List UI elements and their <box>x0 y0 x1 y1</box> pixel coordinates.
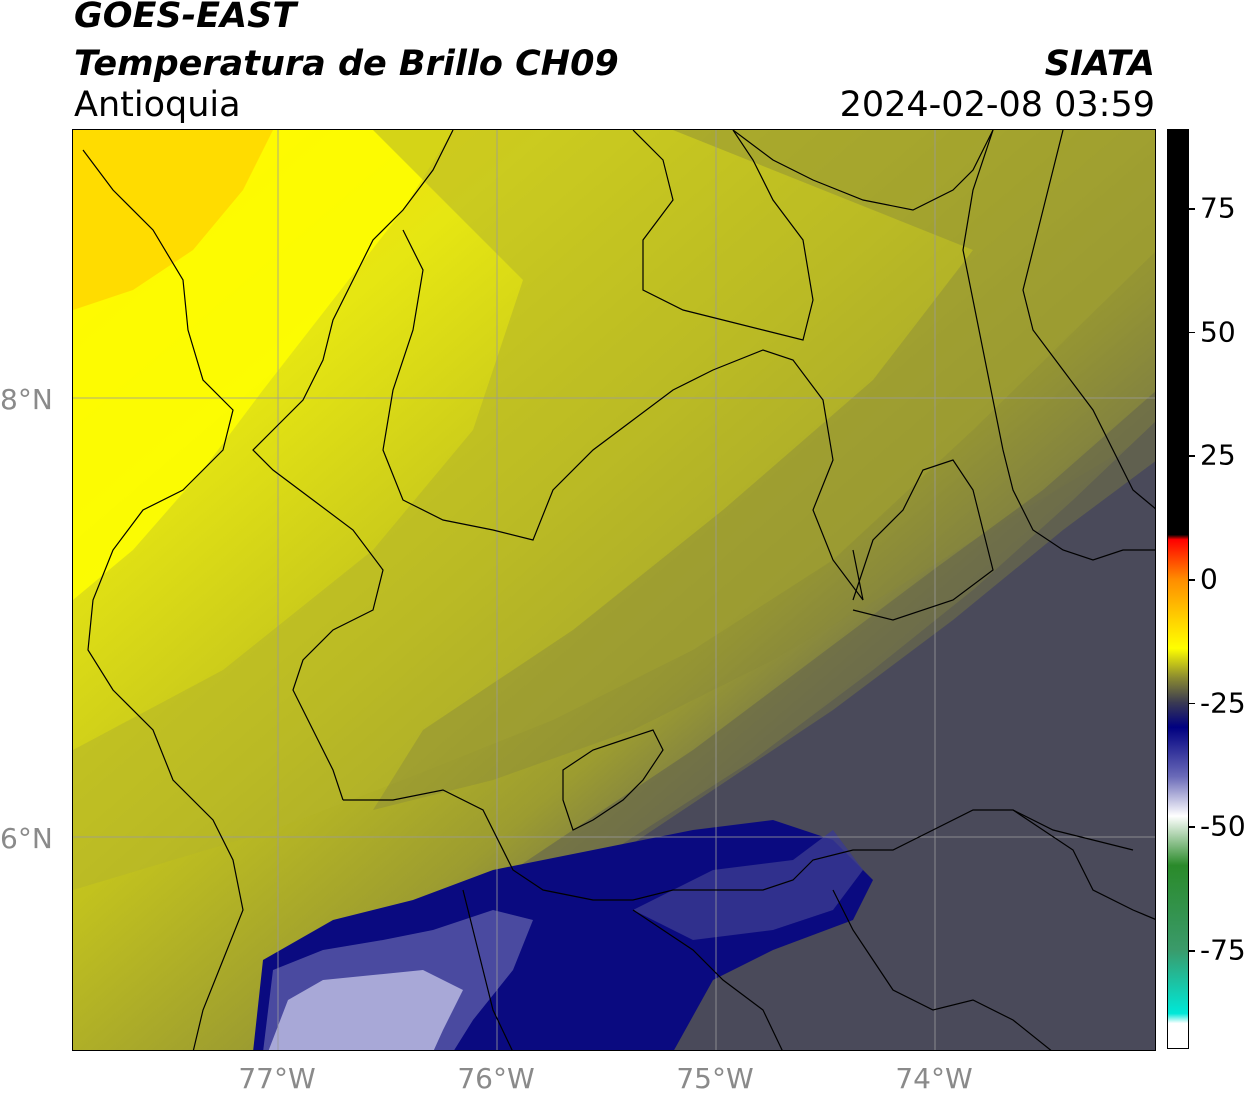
temperature-colorbar <box>1167 129 1189 1049</box>
boundary-south-3 <box>832 889 1052 1050</box>
lat-label-8: 8°N <box>0 383 53 416</box>
convective-peak <box>268 970 463 1050</box>
brightness-temperature-map <box>73 130 1155 1050</box>
municipal-boundaries <box>82 130 1155 1050</box>
boundary-south-2 <box>632 909 783 1050</box>
boundary-east-2 <box>1022 130 1155 510</box>
colorbar-tick <box>1189 702 1195 705</box>
lon-label-74: 74°W <box>895 1062 973 1095</box>
colorbar-tick-label: 75 <box>1200 191 1236 225</box>
boundary-south-1 <box>462 889 513 1050</box>
boundary-southeast <box>1012 809 1155 920</box>
colorbar-tick <box>1189 455 1195 457</box>
lon-label-76: 76°W <box>457 1062 535 1095</box>
olive-dark-band <box>373 130 1155 810</box>
datetime-label: 2024-02-08 03:59 <box>839 85 1155 125</box>
boundary-east-1 <box>962 130 1155 561</box>
satellite-title: GOES-EAST <box>74 0 297 36</box>
colorbar-tick-label: -75 <box>1200 933 1246 967</box>
colorbar-tick <box>1189 826 1195 828</box>
region-label: Antioquia <box>74 85 241 125</box>
boundary-northeast <box>632 130 814 341</box>
cold-region-edge <box>453 391 1155 950</box>
colorbar-tick-label: 50 <box>1200 315 1236 349</box>
colorbar-tick <box>1189 331 1195 334</box>
boundary-urban-aburra <box>562 729 664 831</box>
convective-region-east <box>633 830 863 940</box>
lat-label-6: 6°N <box>0 822 53 855</box>
colorbar-tick <box>1189 579 1195 581</box>
colorbar-tick-label: 25 <box>1200 438 1236 472</box>
product-title: Temperatura de Brillo CH09 <box>74 44 619 84</box>
lon-label-75: 75°W <box>676 1062 754 1095</box>
colorbar-tick <box>1189 208 1195 210</box>
gridlines <box>73 130 1155 1050</box>
olive-band <box>73 130 1155 890</box>
boundary-cordoba <box>732 130 994 211</box>
boundary-antioquia-central <box>343 789 1134 901</box>
colorbar-tick-label: 0 <box>1200 562 1218 596</box>
lon-label-77: 77°W <box>238 1062 316 1095</box>
organization-label: SIATA <box>1044 44 1155 84</box>
colorbar-tick-label: -50 <box>1200 809 1246 843</box>
colorbar-tick-label: -25 <box>1200 686 1246 720</box>
colorbar-tick <box>1189 950 1195 952</box>
warm-region-core <box>73 130 273 310</box>
boundary-antioquia-north <box>382 229 864 601</box>
boundary-atrato <box>252 130 454 801</box>
boundary-coastline-gulf <box>82 149 244 1050</box>
map-panel[interactable] <box>72 129 1156 1051</box>
boundary-antioquia-east <box>852 459 994 621</box>
